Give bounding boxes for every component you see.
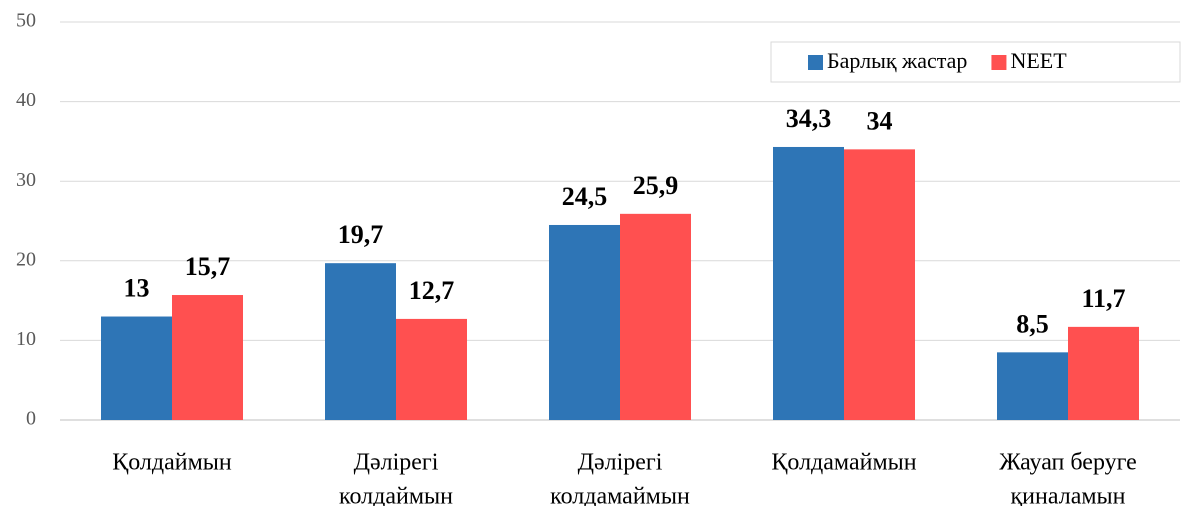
x-tick-label: Дәлірегі [354,450,439,476]
value-label: 8,5 [1016,309,1049,338]
y-tick-label: 10 [16,328,36,350]
bar [997,352,1068,420]
x-tick-label: колдаймын [339,484,453,506]
x-tick-label: Жауап беруге [999,450,1137,476]
legend-swatch [808,55,823,70]
value-label: 13 [124,273,150,302]
value-label: 34 [867,106,893,135]
value-label: 12,7 [409,276,455,305]
value-label: 25,9 [633,171,679,200]
bar [325,263,396,420]
value-label: 11,7 [1081,284,1125,313]
legend-label: Барлық жастар [827,48,967,73]
legend-swatch [991,55,1007,70]
legend-box [770,41,1181,83]
bar [172,295,243,420]
bar [844,149,915,421]
value-label: 24,5 [562,182,608,211]
x-tick-label: Дәлірегі [578,450,663,476]
y-tick-label: 40 [16,89,36,111]
bar [773,146,844,421]
bar [1068,326,1139,420]
y-tick-label: 50 [16,10,36,32]
x-tick-label: Қолдаймын [112,450,232,476]
value-label: 19,7 [338,220,384,249]
y-tick-label: 0 [26,408,36,430]
bar [396,318,467,420]
x-tick-label: қиналамын [1011,484,1126,506]
y-tick-label: 30 [16,169,36,191]
legend-label: NEET [1010,48,1067,73]
value-label: 34,3 [786,104,832,133]
bar [101,316,172,420]
value-label: 15,7 [185,252,231,281]
bar [549,224,620,420]
bar [620,213,691,420]
y-tick-label: 20 [16,248,36,270]
x-tick-label: колдамаймын [550,484,690,506]
x-tick-label: Қолдамаймын [771,450,916,476]
